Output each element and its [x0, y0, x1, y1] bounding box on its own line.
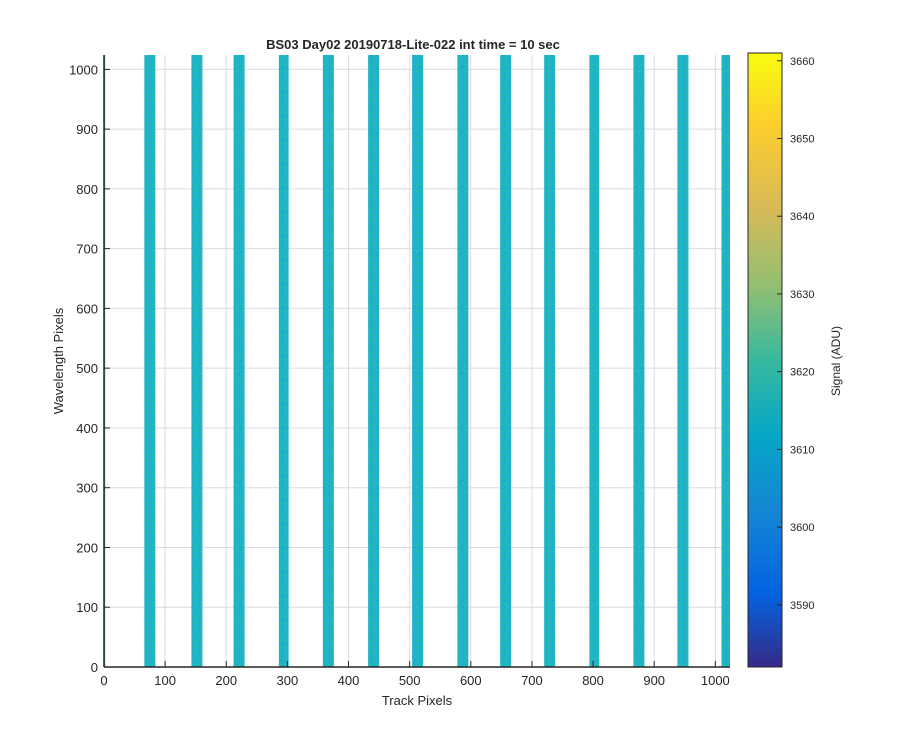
signal-stripe [721, 55, 730, 667]
signal-stripe [457, 55, 469, 667]
x-tick-label: 100 [154, 673, 176, 688]
x-tick-label: 1000 [701, 673, 730, 688]
colorbar-tick-label: 3620 [790, 367, 814, 379]
y-axis-ticks: 0 100 200 300 400 500 600 700 800 900 1000 [69, 62, 110, 675]
x-tick-label: 900 [643, 673, 665, 688]
signal-stripe [677, 55, 689, 667]
signal-stripe [278, 55, 289, 667]
plot-area: 0 100 200 300 400 500 600 700 800 900 1000 0 100 200… [69, 55, 730, 688]
colorbar-tick-label: 3610 [790, 444, 814, 456]
colorbar: 3590 3600 3610 3620 3630 3640 3650 3660 Signal … [747, 52, 843, 668]
x-axis-ticks: 0 100 200 300 400 500 600 700 800 900 1000 [100, 661, 730, 688]
colorbar-tick-label: 3630 [790, 289, 814, 301]
colorbar-gradient [747, 52, 783, 668]
y-tick-label: 1000 [69, 62, 98, 77]
x-tick-label: 0 [100, 673, 107, 688]
y-tick-label: 200 [76, 540, 98, 555]
signal-stripe [544, 55, 556, 667]
y-tick-label: 600 [76, 301, 98, 316]
x-tick-label: 600 [460, 673, 482, 688]
signal-stripe [322, 55, 334, 667]
y-axis-label: Wavelength Pixels [51, 307, 66, 414]
x-tick-label: 500 [399, 673, 421, 688]
signal-stripe [191, 55, 203, 667]
x-tick-label: 800 [582, 673, 604, 688]
colorbar-tick-label: 3640 [790, 211, 814, 223]
signal-stripe [144, 55, 156, 667]
y-tick-label: 500 [76, 361, 98, 376]
signal-stripe [233, 55, 245, 667]
colorbar-ticks: 3590 3600 3610 3620 3630 3640 3650 3660 [777, 56, 814, 612]
x-tick-label: 700 [521, 673, 543, 688]
y-tick-label: 300 [76, 481, 98, 496]
y-tick-label: 100 [76, 600, 98, 615]
y-tick-label: 800 [76, 182, 98, 197]
axis-lines [103, 55, 730, 668]
x-axis-label: Track Pixels [382, 693, 453, 708]
heatmap-stripes [104, 55, 730, 667]
x-tick-label: 300 [277, 673, 299, 688]
y-tick-label: 700 [76, 242, 98, 257]
signal-stripe [412, 55, 424, 667]
chart-title: BS03 Day02 20190718-Lite-022 int time = … [266, 37, 560, 52]
x-tick-label: 200 [215, 673, 237, 688]
colorbar-tick-label: 3650 [790, 133, 814, 145]
x-tick-label: 400 [338, 673, 360, 688]
colorbar-tick-label: 3660 [790, 56, 814, 68]
signal-stripe [589, 55, 600, 667]
y-tick-label: 400 [76, 421, 98, 436]
signal-stripe [633, 55, 645, 667]
colorbar-label: Signal (ADU) [829, 326, 843, 396]
y-tick-label: 900 [76, 122, 98, 137]
signal-stripe [368, 55, 380, 667]
y-tick-label: 0 [91, 660, 98, 675]
colorbar-tick-label: 3590 [790, 600, 814, 612]
signal-stripe [500, 55, 512, 667]
colorbar-tick-label: 3600 [790, 522, 814, 534]
